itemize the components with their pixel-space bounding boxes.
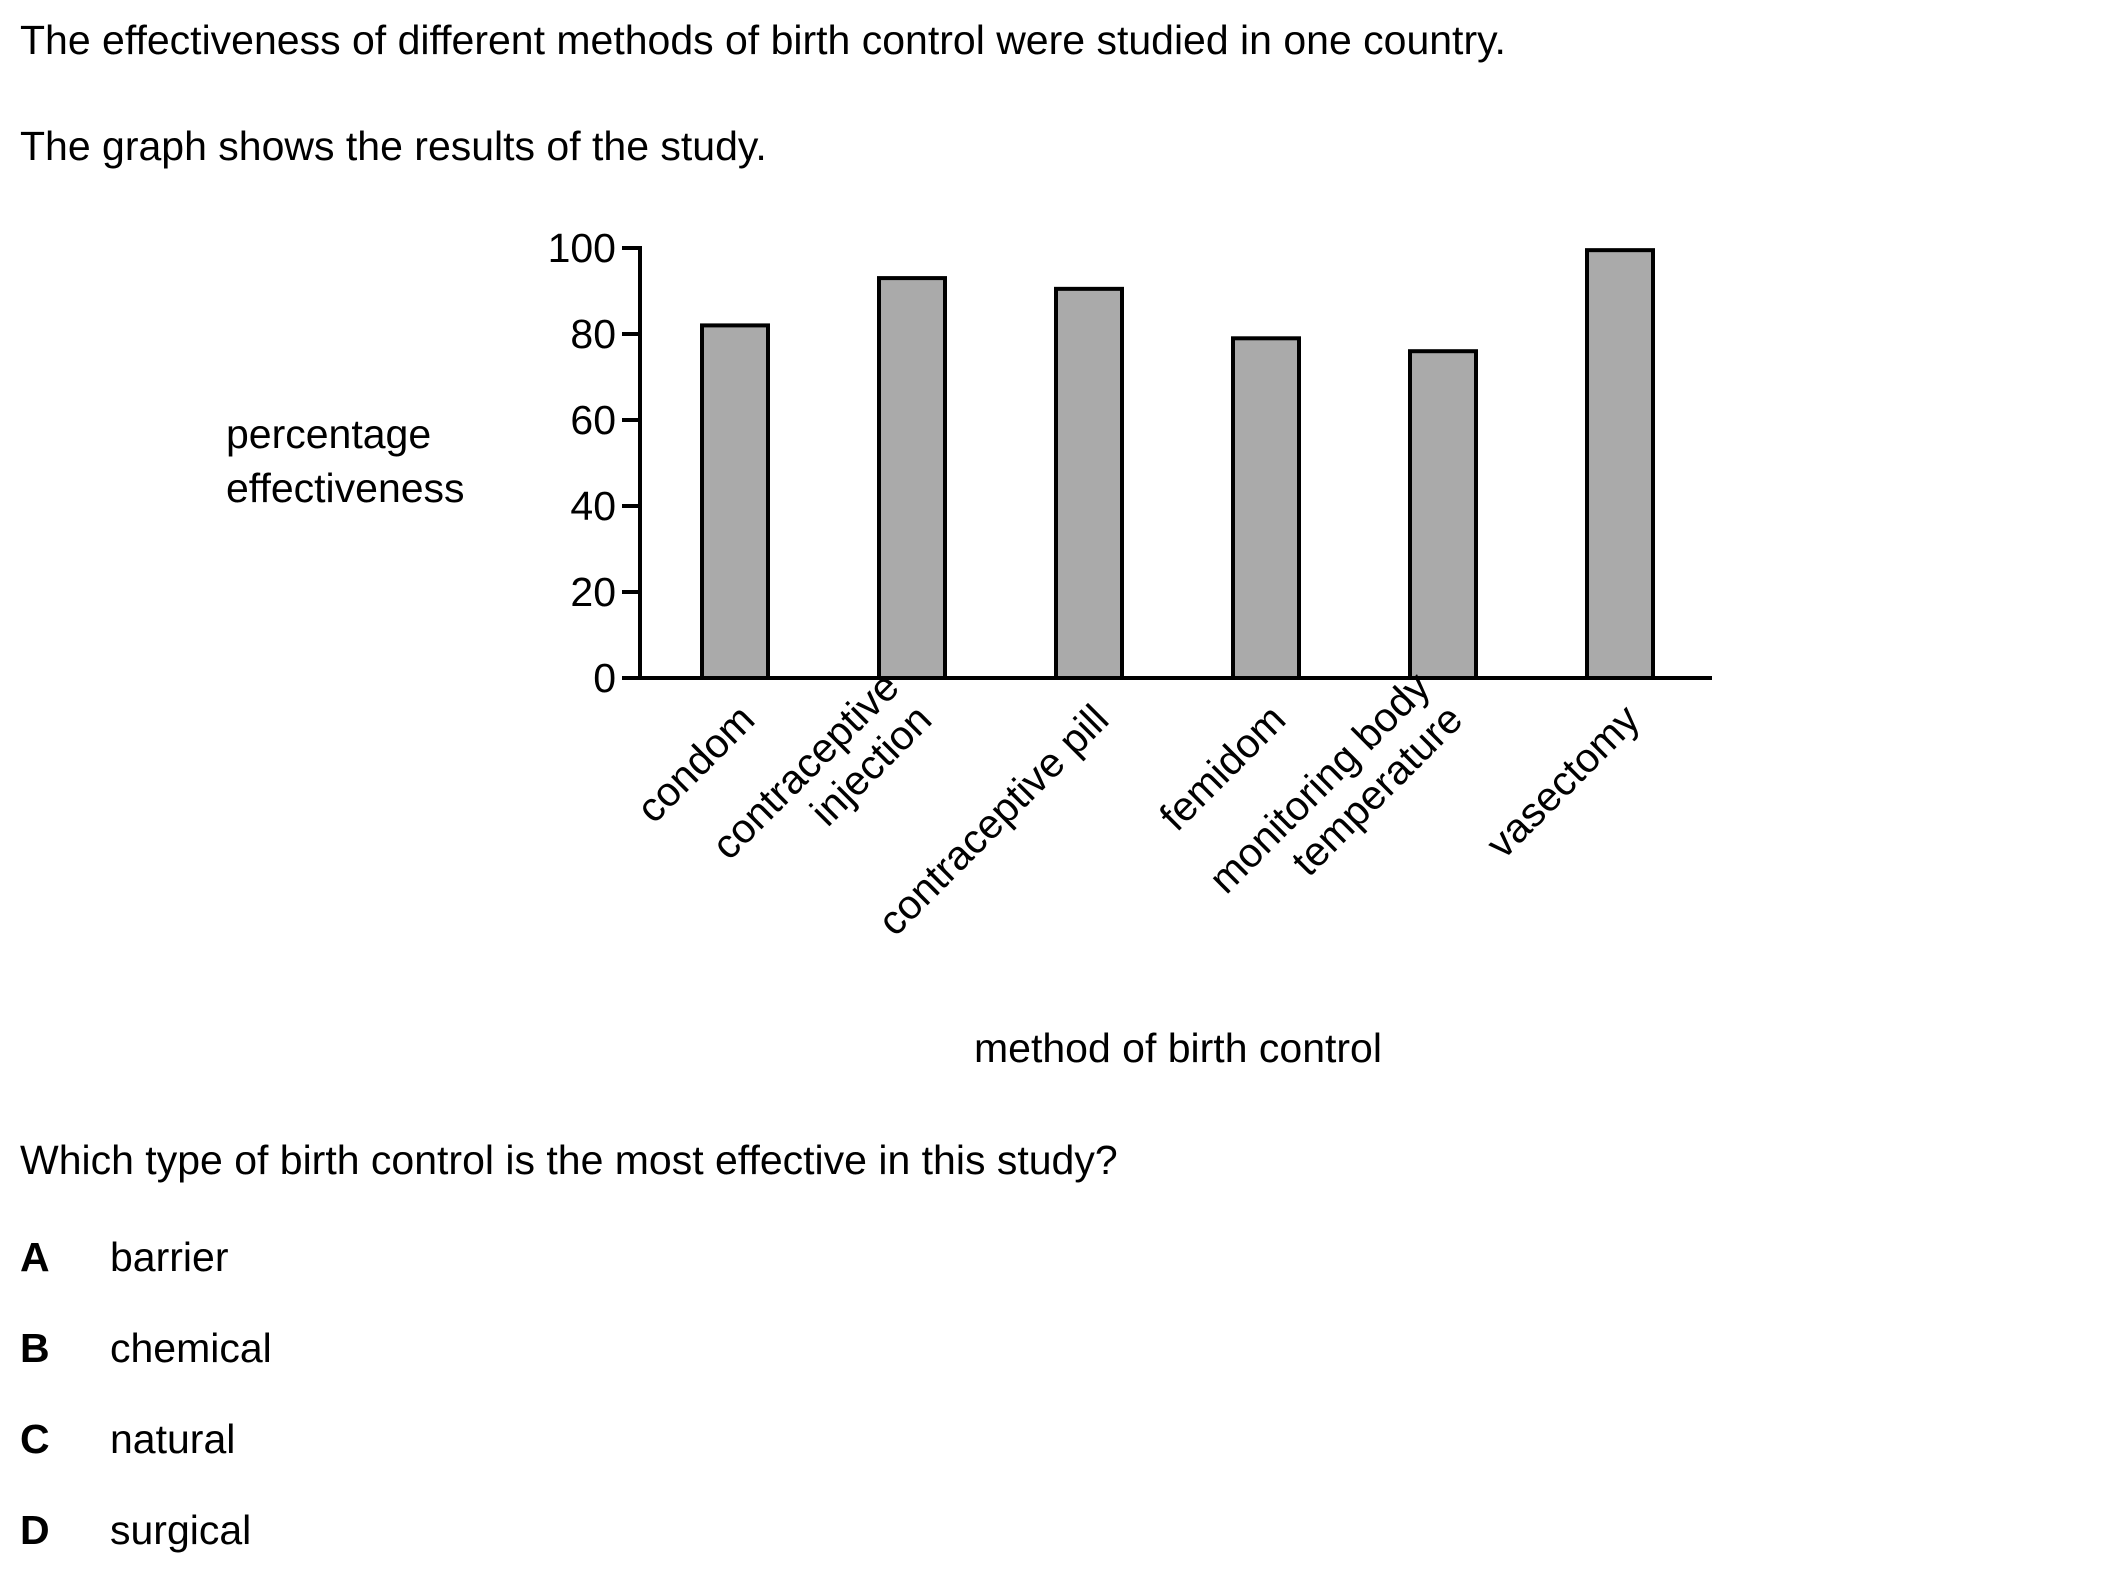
- bar: [877, 276, 947, 680]
- y-tick-label: 80: [570, 311, 616, 357]
- y-tick-label: 20: [570, 569, 616, 615]
- bar: [1231, 336, 1301, 680]
- bar: [1054, 286, 1124, 680]
- x-tick-label: contraceptiveinjection: [703, 663, 940, 900]
- option-c-text: natural: [110, 1416, 236, 1462]
- bar: [1408, 349, 1478, 680]
- x-axis-label: method of birth control: [974, 1025, 1382, 1071]
- option-a-text: barrier: [110, 1234, 229, 1280]
- y-axis-ticks: 0 20 40 60 80 100: [548, 225, 640, 701]
- intro-line-1: The effectiveness of different methods o…: [20, 17, 1506, 63]
- x-axis-tick-labels: condomcontraceptiveinjectioncontraceptiv…: [628, 663, 1649, 944]
- bar-chart: 0 20 40 60 80 100 condomcontraceptiveinjectio…: [226, 225, 1712, 1071]
- intro-line-2: The graph shows the results of the study…: [20, 123, 767, 169]
- bar: [1585, 248, 1655, 680]
- option-d-text: surgical: [110, 1507, 252, 1553]
- question-text: Which type of birth control is the most …: [20, 1137, 1118, 1183]
- option-d-letter: D: [20, 1507, 50, 1553]
- option-c-letter: C: [20, 1416, 50, 1462]
- y-tick-label: 60: [570, 397, 616, 443]
- y-tick-label: 0: [593, 655, 616, 701]
- option-b-text: chemical: [110, 1325, 272, 1371]
- option-b-letter: B: [20, 1325, 50, 1371]
- x-tick-label: vasectomy: [1477, 695, 1648, 866]
- x-tick-label: monitoring bodytemperature: [1200, 663, 1472, 935]
- y-tick-label: 100: [548, 225, 616, 271]
- y-axis-label: percentage effectiveness: [226, 411, 465, 511]
- bar: [700, 323, 770, 680]
- y-tick-label: 40: [570, 483, 616, 529]
- bars: [700, 248, 1655, 680]
- option-a-letter: A: [20, 1234, 50, 1280]
